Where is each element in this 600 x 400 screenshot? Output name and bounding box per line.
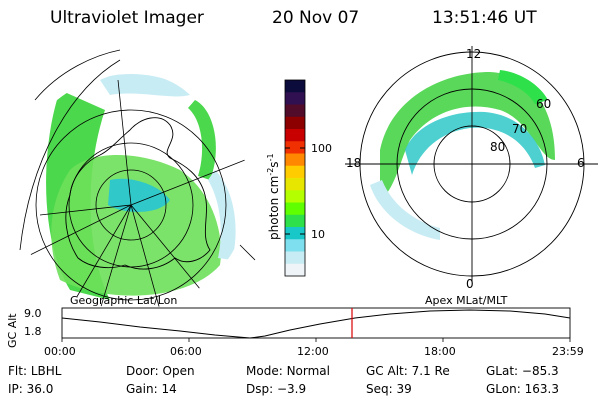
colorbar-title-s: s: [267, 161, 281, 168]
colorbar: [285, 80, 305, 277]
ip-key: IP:: [8, 382, 23, 396]
colorbar-tick-10: 10: [311, 228, 325, 241]
status-dsp: Dsp: −3.9: [246, 382, 306, 396]
mlt-label-noon: 12: [466, 47, 482, 61]
geographic-image: [13, 49, 256, 310]
aurora-arc-right: [188, 100, 216, 180]
altitude-axis-label: GC Alt: [6, 313, 19, 348]
glat-value: −85.3: [521, 364, 559, 378]
colorbar-swatch: [285, 141, 305, 154]
status-flt: Flt: LBHL: [8, 364, 61, 378]
colorbar-swatch: [285, 214, 305, 228]
time-tick-2: 12:00: [297, 345, 329, 358]
mlt-label-dusk: 18: [346, 156, 362, 170]
oval-diffuse: [370, 180, 440, 240]
dsp-value: −3.9: [276, 382, 307, 396]
colorbar-title-exp1: -2: [266, 167, 275, 176]
mlat-label-80: 80: [490, 140, 506, 154]
door-key: Door:: [126, 364, 159, 378]
ip-value: 36.0: [26, 382, 54, 396]
status-glat: GLat: −85.3: [486, 364, 559, 378]
colorbar-swatch: [285, 178, 305, 191]
instrument-title: Ultraviolet Imager: [50, 8, 204, 28]
colorbar-swatch: [285, 116, 305, 130]
time-tick-3: 18:00: [424, 345, 456, 358]
seq-key: Seq:: [366, 382, 393, 396]
colorbar-swatch: [285, 165, 305, 179]
colorbar-swatch: [285, 80, 305, 93]
status-glon: GLon: 163.3: [486, 382, 559, 396]
gcalt-key: GC Alt:: [366, 364, 408, 378]
colorbar-tick-100: 100: [311, 142, 332, 155]
altitude-tick-low: 1.8: [24, 325, 42, 338]
colorbar-swatch: [285, 190, 305, 203]
colorbar-swatch: [285, 263, 305, 277]
colorbar-swatch: [285, 153, 305, 167]
glat-key: GLat:: [486, 364, 519, 378]
gcalt-value: 7.1 Re: [411, 364, 450, 378]
aurora-diffuse-top: [100, 74, 190, 97]
status-seq: Seq: 39: [366, 382, 412, 396]
aurora-patch-cyan: [108, 178, 170, 212]
aurora-diffuse-right: [208, 170, 236, 260]
magnetic-image: [345, 46, 598, 282]
colorbar-title-unit: photon cm: [267, 175, 281, 240]
time-tick-0: 00:00: [44, 345, 76, 358]
altitude-tick-high: 9.0: [24, 307, 42, 320]
colorbar-swatch: [285, 239, 305, 252]
status-gain: Gain: 14: [126, 382, 177, 396]
time-tick-1: 06:00: [170, 345, 202, 358]
flt-value: LBHL: [30, 364, 62, 378]
dsp-key: Dsp:: [246, 382, 274, 396]
flt-key: Flt:: [8, 364, 27, 378]
status-mode: Mode: Normal: [246, 364, 330, 378]
oval-green: [380, 72, 555, 200]
colorbar-swatch: [285, 251, 305, 265]
geographic-caption: Geographic Lat/Lon: [70, 294, 178, 307]
oval-cyan: [405, 111, 545, 175]
time-tick-4: 23:59: [552, 345, 584, 358]
date-label: 20 Nov 07: [272, 8, 360, 28]
status-ip: IP: 36.0: [8, 382, 53, 396]
colorbar-swatch: [285, 129, 305, 142]
status-door: Door: Open: [126, 364, 195, 378]
glon-value: 163.3: [524, 382, 559, 396]
mode-value: Normal: [286, 364, 330, 378]
coastline: [65, 117, 211, 270]
time-label: 13:51:46 UT: [432, 8, 537, 28]
mode-key: Mode:: [246, 364, 283, 378]
altitude-plot: [61, 307, 571, 342]
mlt-label-dawn: 6: [577, 156, 585, 170]
status-gcalt: GC Alt: 7.1 Re: [366, 364, 450, 378]
oval-patch: [498, 70, 548, 104]
door-value: Open: [162, 364, 195, 378]
gain-value: 14: [161, 382, 177, 396]
colorbar-swatch: [285, 104, 305, 118]
colorbar-swatch: [285, 92, 305, 105]
mlt-label-midnight: 0: [466, 277, 474, 291]
gain-key: Gain:: [126, 382, 158, 396]
colorbar-swatch: [285, 227, 305, 240]
glon-key: GLon:: [486, 382, 521, 396]
seq-value: 39: [396, 382, 412, 396]
colorbar-title-exp2: -1: [266, 153, 275, 162]
mlat-label-60: 60: [536, 97, 552, 111]
colorbar-title: photon cm-2s-1: [266, 153, 281, 240]
mlat-label-70: 70: [512, 122, 528, 136]
colorbar-swatch: [285, 202, 305, 216]
apex-caption: Apex MLat/MLT: [425, 294, 508, 307]
